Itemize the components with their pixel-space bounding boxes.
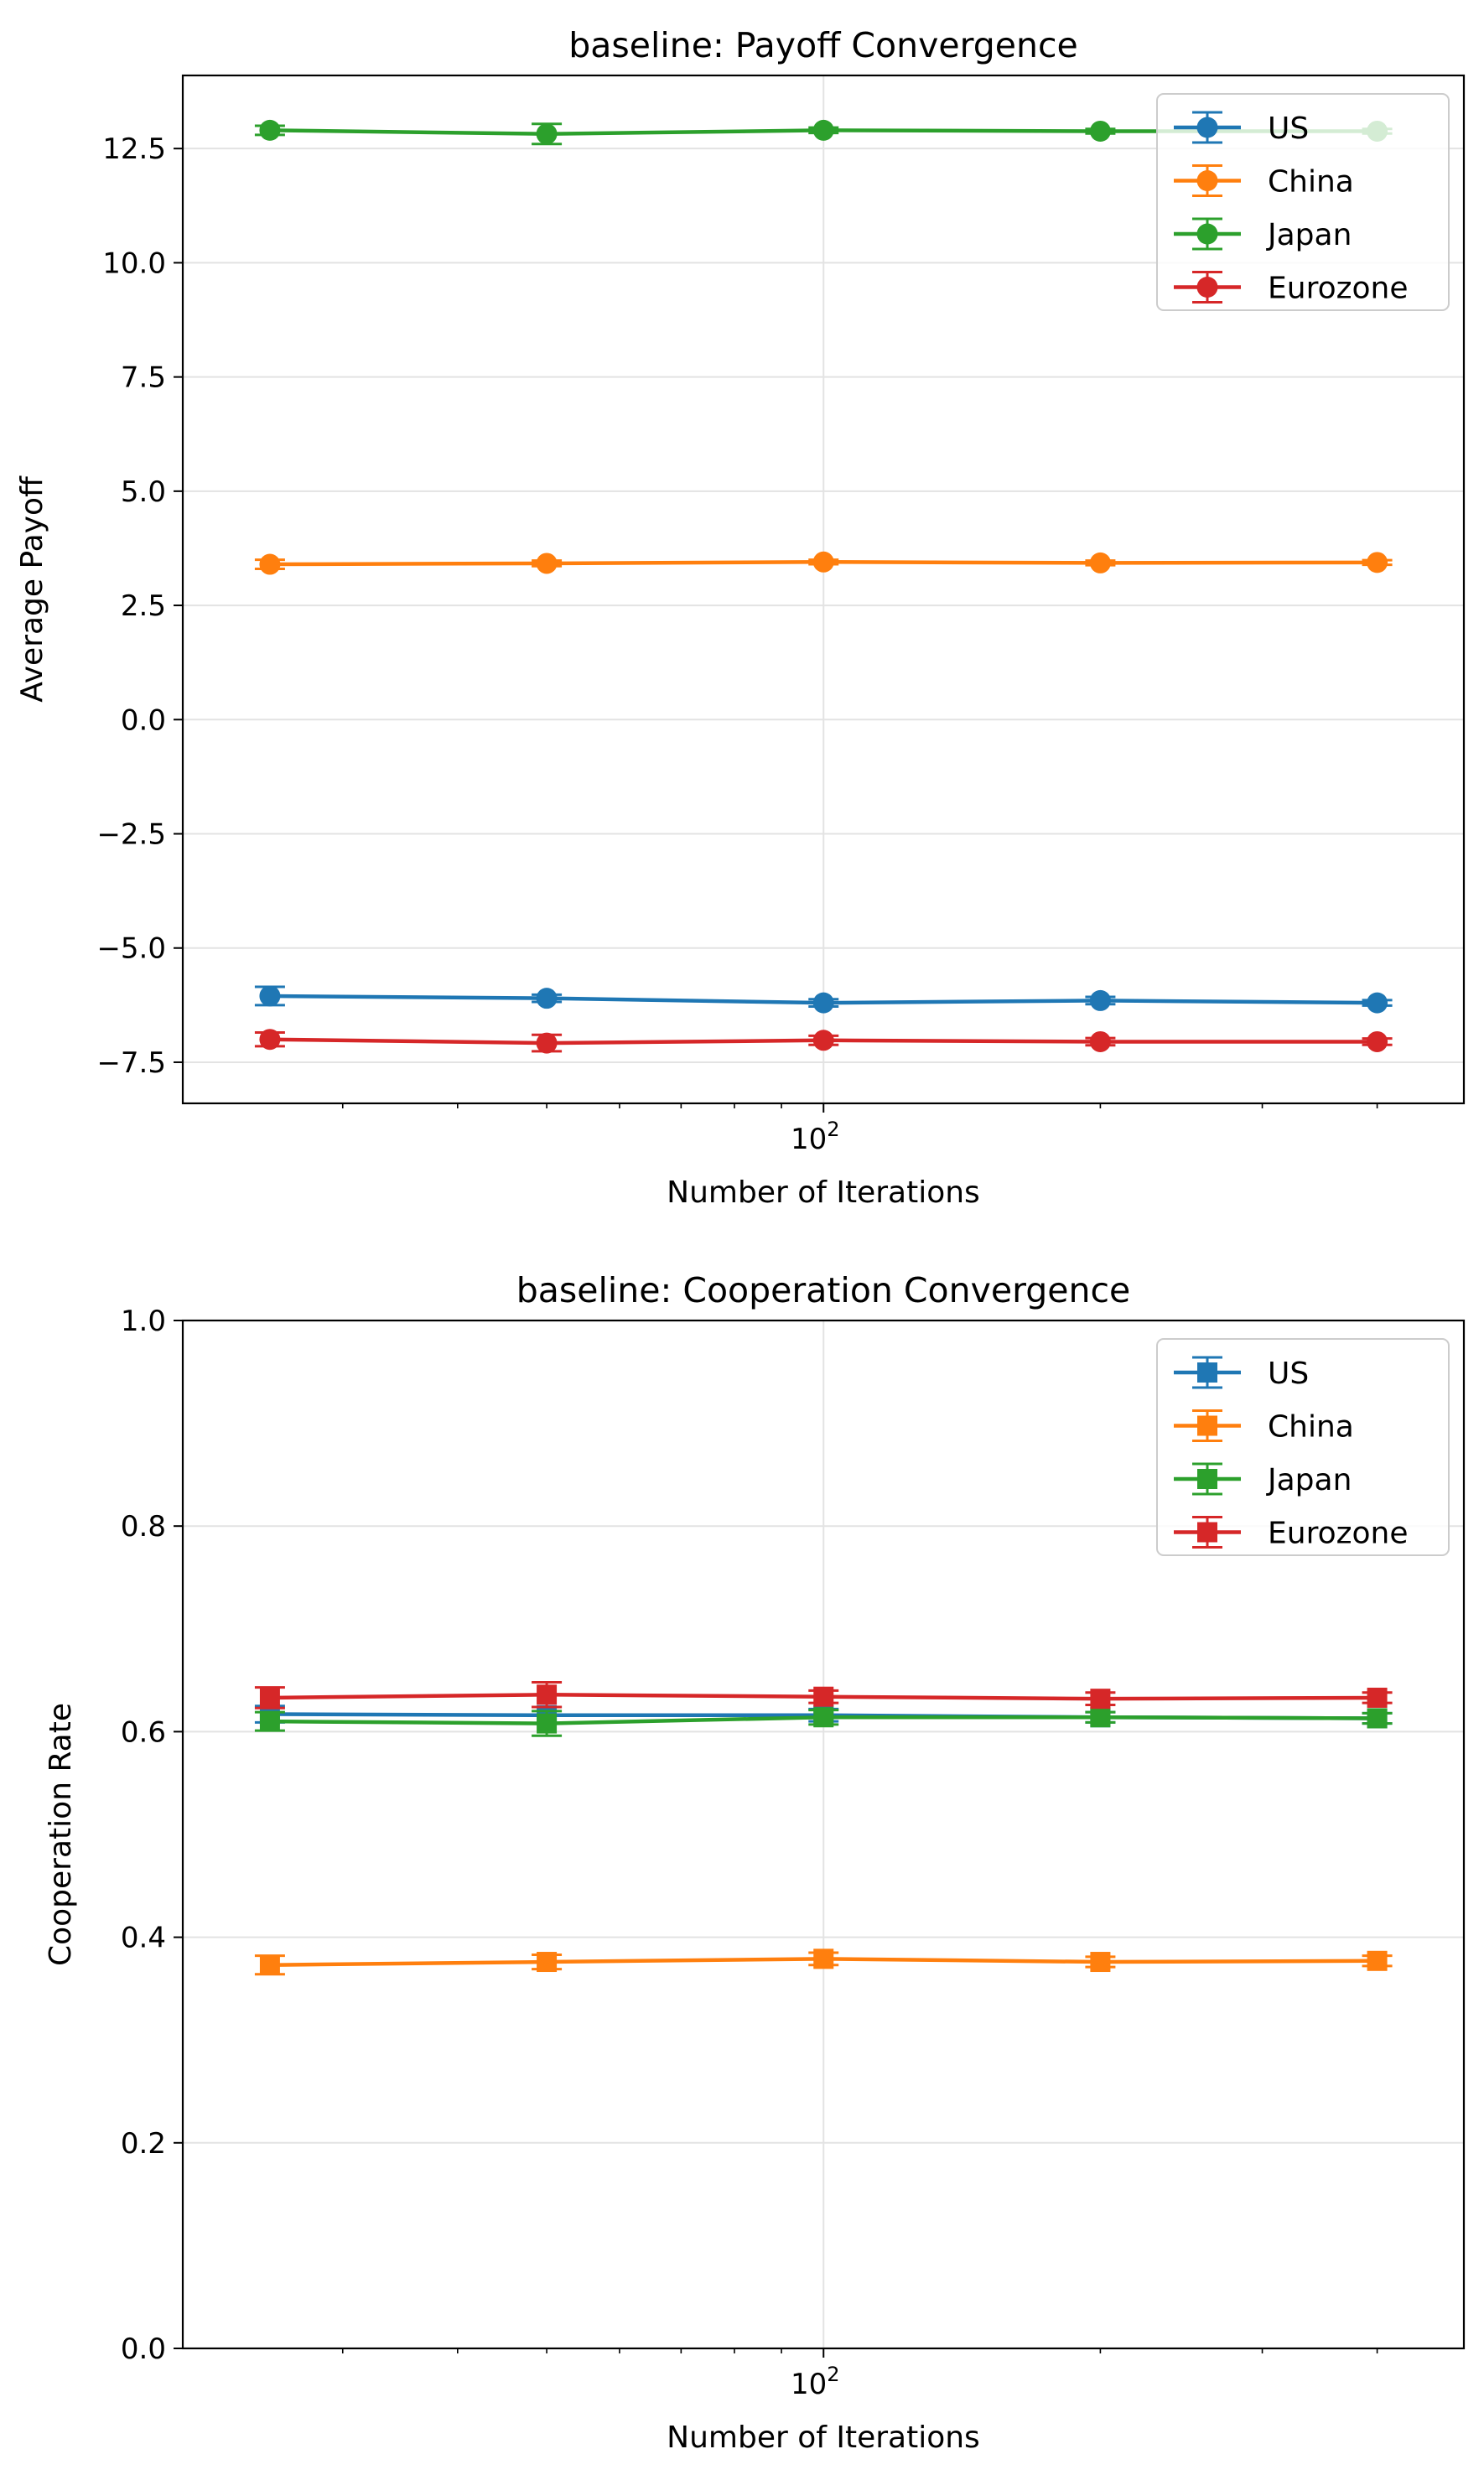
series-eurozone: [254, 1681, 1393, 1710]
legend-item: US: [1174, 111, 1309, 146]
data-point: [259, 985, 281, 1007]
legend-label: China: [1268, 1410, 1354, 1445]
data-point: [536, 123, 558, 145]
data-point: [536, 1032, 558, 1054]
series-eurozone: [254, 1029, 1393, 1054]
x-axis-label: Number of Iterations: [667, 1175, 980, 1210]
y-tick-label: 5.0: [121, 475, 166, 509]
y-tick-label: 0.8: [121, 1510, 166, 1544]
y-tick-label: 0.6: [121, 1715, 166, 1749]
data-point: [1367, 1708, 1388, 1729]
legend-box: [1156, 1338, 1450, 1556]
legend: US China Japan Eurozone: [1156, 93, 1450, 311]
legend-item: Japan: [1174, 217, 1352, 252]
data-point: [1089, 552, 1111, 573]
data-point: [537, 1684, 558, 1705]
series-china: [254, 551, 1393, 575]
data-point: [536, 553, 558, 574]
legend-label: Japan: [1266, 218, 1352, 252]
x-tick-label: 102: [791, 1118, 840, 1156]
legend-box: [1156, 93, 1450, 311]
data-point: [259, 1954, 280, 1975]
legend-marker: [1196, 277, 1218, 298]
legend: US China Japan Eurozone: [1156, 1338, 1450, 1556]
legend-marker: [1196, 170, 1218, 191]
legend-marker: [1197, 1415, 1217, 1436]
chart-title: baseline: Payoff Convergence: [568, 25, 1078, 65]
y-tick-label: 12.5: [102, 132, 166, 166]
y-tick-label: 1.0: [121, 1305, 166, 1338]
axes-frame: [181, 1319, 1466, 2350]
legend-label: US: [1268, 1357, 1309, 1391]
data-point: [537, 1713, 558, 1734]
y-axis-label: Cooperation Rate: [44, 1703, 78, 1966]
legend-item: China: [1174, 164, 1354, 200]
legend-item: Japan: [1174, 1462, 1352, 1497]
data-point: [1090, 1952, 1111, 1973]
y-tick-label: −5.0: [96, 932, 166, 966]
series-china: [254, 1948, 1393, 1976]
y-tick-label: −2.5: [96, 818, 166, 852]
data-point: [259, 1687, 280, 1708]
legend-label: Eurozone: [1268, 1517, 1408, 1551]
y-axis-label: Average Payoff: [15, 475, 49, 703]
y-tick-label: −7.5: [96, 1046, 166, 1080]
y-tick-label: 10.0: [102, 246, 166, 280]
legend-marker: [1196, 223, 1218, 245]
data-point: [259, 1711, 280, 1732]
data-point: [1367, 1950, 1388, 1971]
chart-panel: 0.0 0.2 0.4 0.6 0.8 1.0 102 baseline: Cooperati…: [44, 1270, 1466, 2455]
data-point: [812, 119, 834, 141]
data-point: [1089, 120, 1111, 142]
legend-marker: [1197, 1522, 1217, 1543]
data-point: [813, 1686, 834, 1707]
y-tick-label: 0.0: [121, 703, 166, 737]
series-us: [254, 985, 1393, 1014]
legend-label: Japan: [1266, 1463, 1352, 1497]
data-point: [536, 988, 558, 1009]
legend-marker: [1197, 1469, 1217, 1489]
data-point: [812, 1030, 834, 1051]
y-tick-label: 0.2: [121, 2127, 166, 2161]
series-japan: [254, 1707, 1393, 1737]
data-point: [812, 992, 834, 1014]
data-point: [1089, 1030, 1111, 1052]
data-point: [1367, 552, 1388, 573]
legend-marker: [1196, 117, 1218, 138]
data-point: [1090, 1707, 1111, 1728]
x-tick-label: 102: [791, 2363, 840, 2401]
data-point: [259, 553, 281, 575]
chart-panel: −7.5 −5.0 −2.5 0.0 2.5 5.0 7.5 10.0 12.5 102 basel…: [15, 25, 1466, 1210]
legend-label: China: [1268, 165, 1354, 200]
y-tick-label: 7.5: [121, 361, 166, 395]
data-point: [259, 1029, 281, 1051]
data-point: [1089, 989, 1111, 1011]
x-axis-label: Number of Iterations: [667, 2421, 980, 2455]
data-point: [813, 1948, 834, 1969]
legend-item: China: [1174, 1409, 1354, 1445]
legend-label: Eurozone: [1268, 272, 1408, 306]
y-tick-label: 0.0: [121, 2332, 166, 2366]
data-point: [1090, 1689, 1111, 1710]
y-tick-label: 2.5: [121, 589, 166, 623]
legend-item: US: [1174, 1356, 1309, 1391]
legend-label: US: [1268, 112, 1309, 146]
legend-item: Eurozone: [1174, 271, 1408, 306]
legend-marker: [1197, 1362, 1217, 1383]
legend-item: Eurozone: [1174, 1516, 1408, 1551]
data-point: [1367, 992, 1388, 1014]
y-tick-label: 0.4: [121, 1922, 166, 1955]
data-point: [813, 1707, 834, 1728]
data-point: [1367, 1687, 1388, 1708]
axes-frame: [181, 74, 1466, 1105]
data-point: [537, 1952, 558, 1973]
data-point: [259, 119, 281, 141]
data-point: [1367, 1030, 1388, 1052]
chart-title: baseline: Cooperation Convergence: [516, 1270, 1131, 1310]
data-point: [812, 551, 834, 573]
